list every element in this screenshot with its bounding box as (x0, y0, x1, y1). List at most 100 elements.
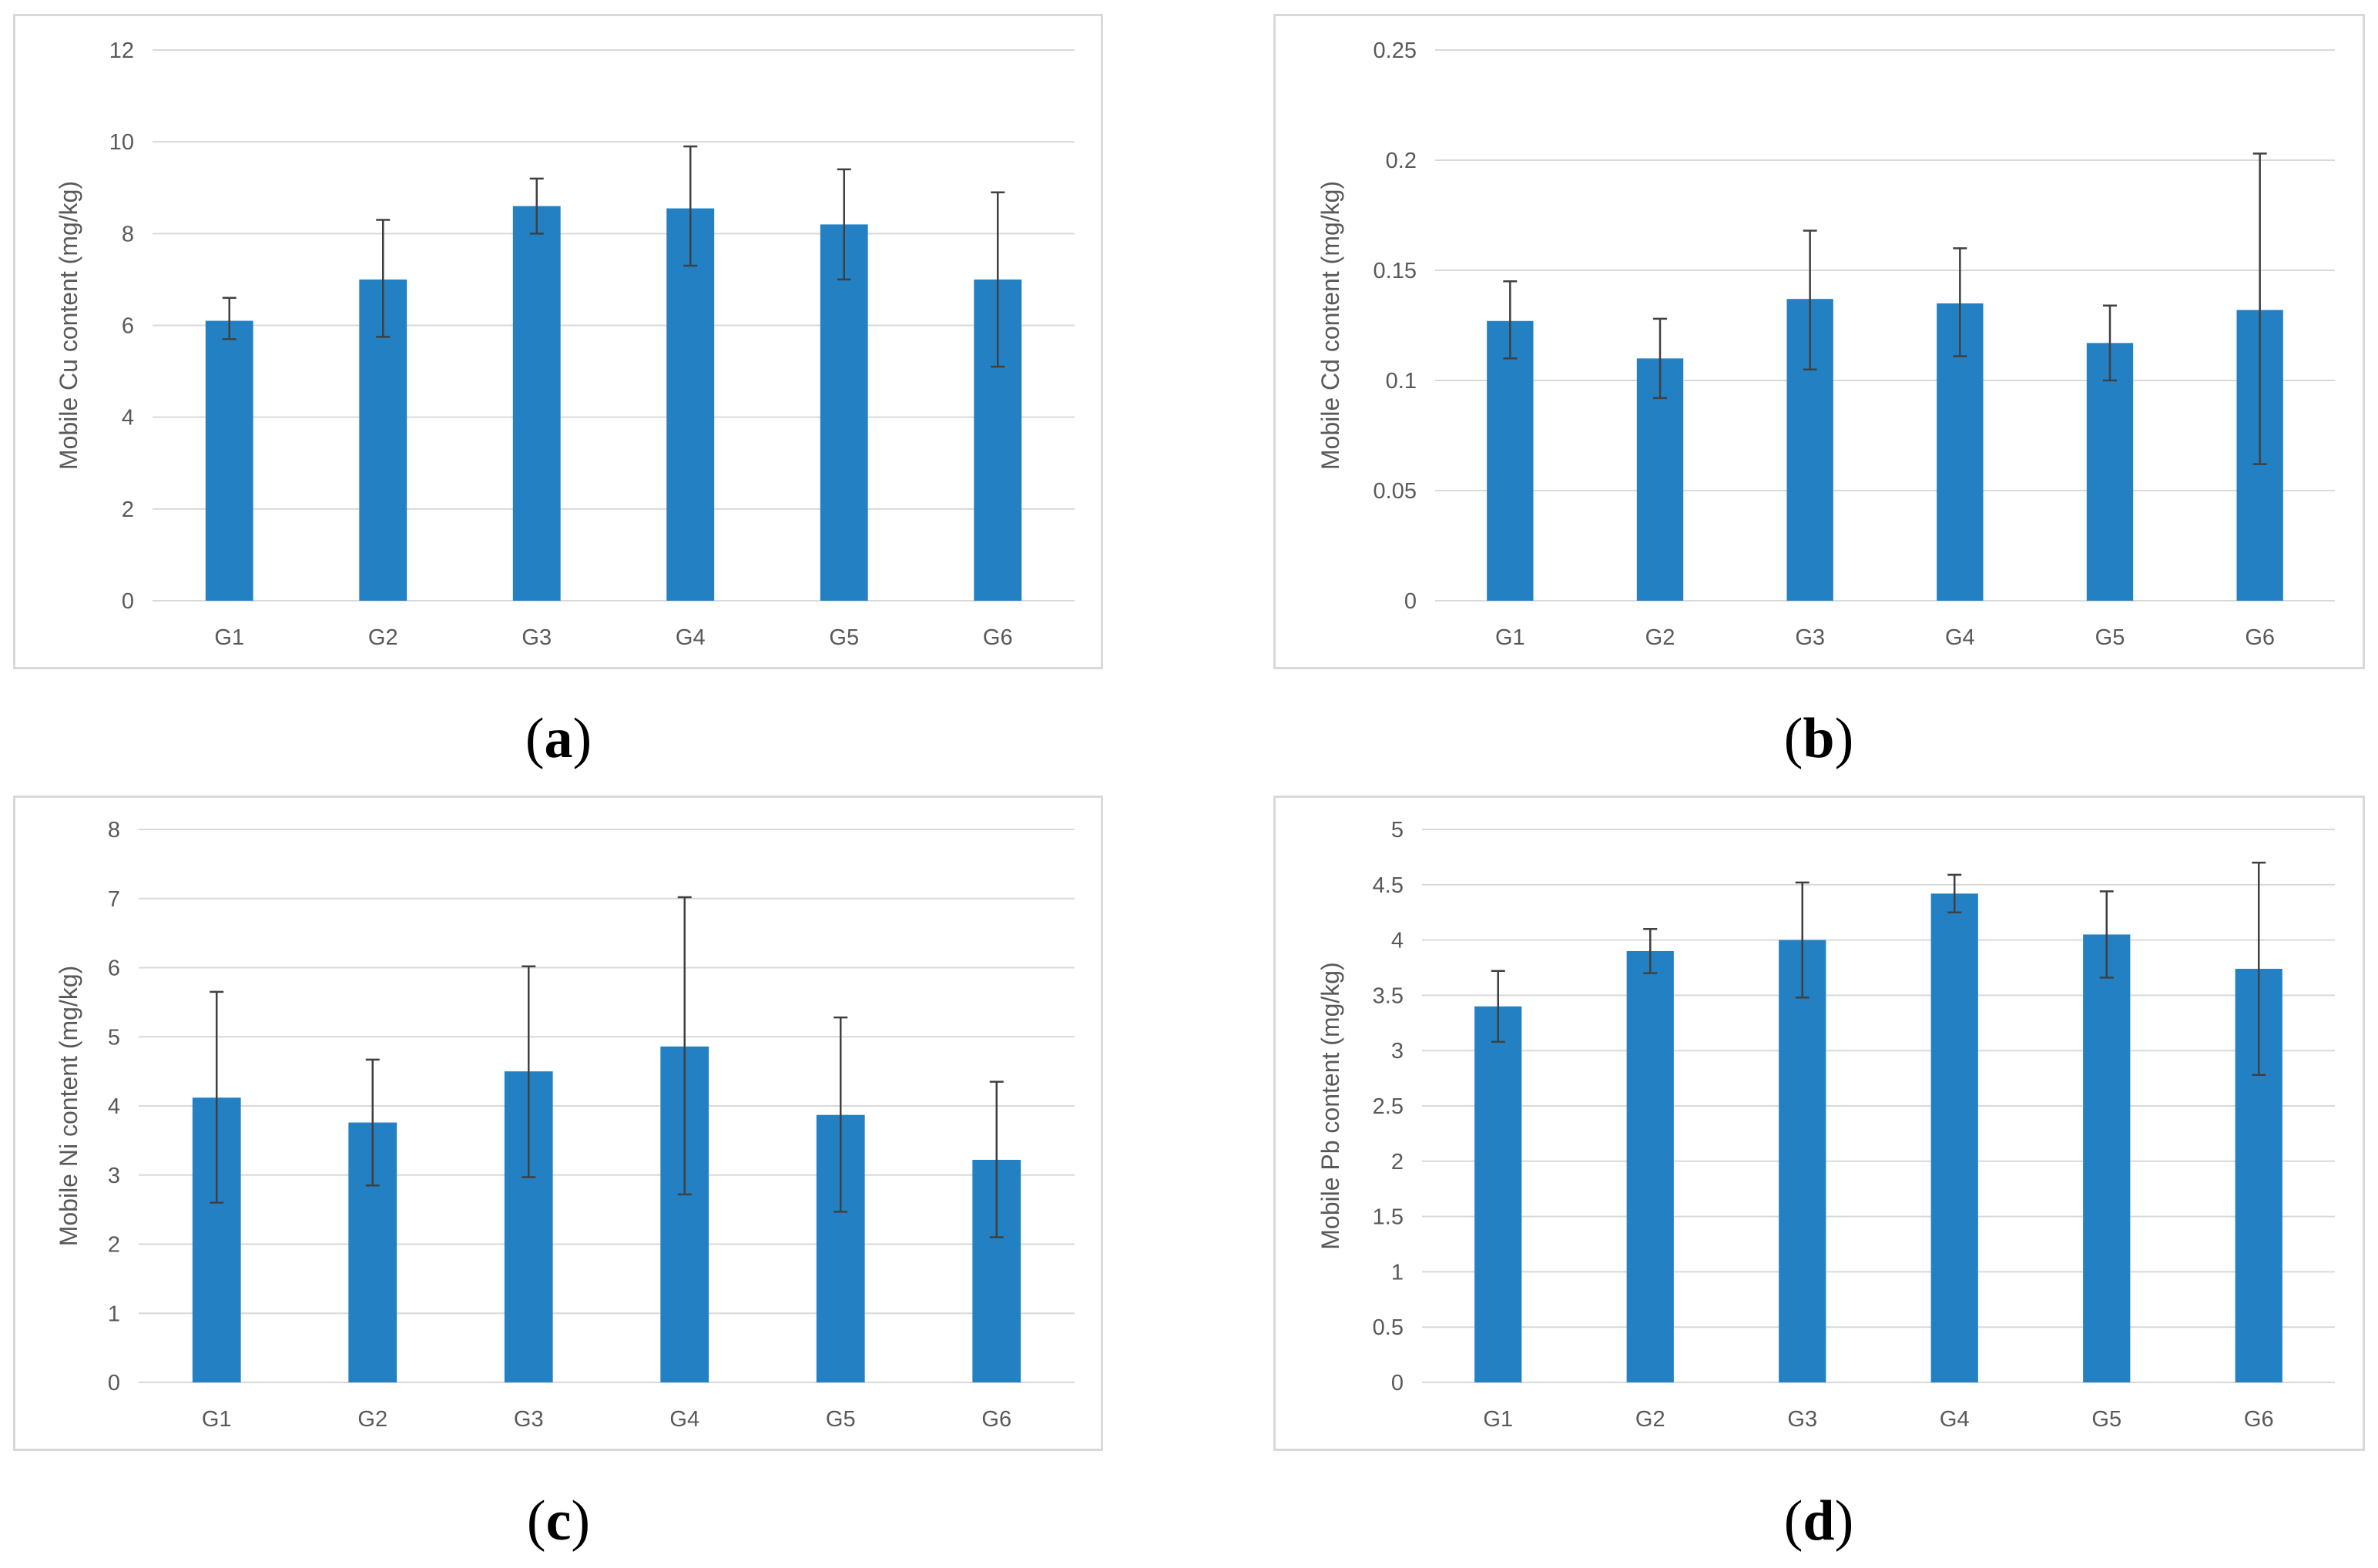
y-tick-label: 3.5 (1373, 983, 1404, 1008)
x-tick-label: G6 (2245, 625, 2275, 650)
bar-g2 (1626, 950, 1674, 1382)
y-tick-label: 0 (108, 1371, 120, 1395)
y-tick-label: 2 (122, 498, 134, 522)
caption-d-letter: d (1803, 1489, 1835, 1553)
x-tick-label: G4 (1940, 1407, 1970, 1432)
error-bar-g1 (210, 990, 224, 1204)
y-tick-label: 0 (122, 589, 134, 614)
bar-g1 (205, 320, 253, 601)
x-tick-label: G3 (514, 1407, 544, 1432)
y-tick-label: 2 (108, 1233, 120, 1258)
bar-g1 (1474, 1006, 1522, 1382)
error-bar-g4 (677, 896, 692, 1196)
error-bar-g3 (1803, 230, 1817, 370)
x-tick-label: G1 (202, 1407, 232, 1432)
bar-g1 (1487, 320, 1534, 601)
chart-panel-c: 0 1 2 3 4 5 6 7 8 G1 G2 G3 G4 G5 G6 Mobile Ni content (… (13, 796, 1103, 1451)
caption-b-letter: b (1803, 707, 1835, 770)
error-bar-g5 (2099, 890, 2114, 979)
caption-c: (c) (526, 1489, 591, 1553)
y-tick-label: 5 (1391, 818, 1404, 843)
chart-c-svg: 0 1 2 3 4 5 6 7 8 G1 G2 G3 G4 G5 G6 Mobile Ni content (… (55, 818, 1075, 1432)
error-bar-g2 (1643, 927, 1658, 974)
x-tick-label: G1 (1483, 1407, 1513, 1432)
y-tick-label: 10 (109, 130, 134, 155)
y-tick-label: 1 (1391, 1260, 1404, 1285)
error-bar-g6 (989, 1081, 1004, 1238)
error-bar-g4 (1947, 873, 1962, 913)
x-tick-label: G3 (1787, 1407, 1817, 1432)
y-tick-label: 3 (1391, 1039, 1404, 1064)
x-tick-label: G3 (522, 625, 552, 650)
y-tick-label: 2.5 (1373, 1094, 1404, 1119)
chart-panel-a: 0 2 4 6 8 10 12 G1 G2 G3 G4 G5 G6 Mobile Cu content (… (13, 14, 1103, 669)
error-bar-g5 (2103, 304, 2117, 382)
bar-g3 (1779, 940, 1826, 1382)
error-bar-g3 (522, 965, 536, 1178)
y-tick-label: 1.5 (1373, 1205, 1404, 1230)
caption-a-letter: a (544, 707, 573, 770)
y-tick-label: 12 (109, 39, 134, 63)
y-tick-label: 6 (108, 957, 120, 981)
bar-g4 (1930, 893, 1978, 1382)
x-tick-label: G4 (676, 625, 706, 650)
bar-g5 (2086, 343, 2134, 601)
y-axis-title: Mobile Pb content (mg/kg) (1316, 962, 1344, 1250)
y-tick-label: 1 (108, 1302, 120, 1326)
x-tick-label: G5 (2091, 1407, 2121, 1432)
caption-d: (d) (1783, 1489, 1854, 1553)
x-tick-label: G6 (983, 625, 1013, 650)
error-bar-g2 (365, 1058, 380, 1187)
error-bar-g2 (376, 219, 391, 338)
y-tick-label: 8 (108, 818, 120, 843)
chart-panel-b: 0 0.05 0.1 0.15 0.2 0.25 G1 G2 G3 G4 G5 G6 Mobile Cd… (1273, 14, 2365, 669)
x-tick-label: G4 (1945, 625, 1975, 650)
y-tick-label: 0 (1404, 589, 1417, 614)
x-tick-label: G4 (669, 1407, 699, 1432)
y-tick-label: 4 (122, 406, 134, 431)
bar-g4 (666, 208, 715, 601)
x-tick-label: G2 (1645, 625, 1675, 650)
y-tick-label: 8 (122, 222, 134, 246)
error-bar-g4 (1953, 247, 1967, 357)
x-tick-label: G6 (2244, 1407, 2274, 1432)
error-bar-g1 (222, 297, 236, 340)
caption-b: (b) (1783, 707, 1854, 770)
caption-c-letter: c (545, 1489, 572, 1553)
y-tick-label: 0.1 (1386, 369, 1417, 394)
error-bar-g6 (2252, 861, 2266, 1077)
x-tick-label: G6 (981, 1407, 1011, 1432)
x-tick-label: G2 (1635, 1407, 1665, 1432)
y-axis-title: Mobile Cu content (mg/kg) (55, 181, 82, 470)
y-tick-label: 5 (108, 1025, 120, 1050)
x-tick-label: G2 (368, 625, 398, 650)
x-tick-label: G5 (826, 1407, 856, 1432)
y-tick-label: 3 (108, 1164, 120, 1188)
chart-d-svg: 0 0.5 1 1.5 2 2.5 3 3.5 4 4.5 5 G1 G2 G3 G4 G5 G6 Mobile … (1316, 818, 2335, 1432)
error-bar-g3 (529, 177, 544, 235)
error-bar-g6 (2252, 152, 2267, 465)
bar-g5 (820, 224, 868, 601)
x-tick-label: G1 (1495, 625, 1525, 650)
y-tick-label: 0.5 (1373, 1315, 1404, 1340)
y-axis-title: Mobile Cd content (mg/kg) (1316, 181, 1344, 470)
x-tick-label: G5 (829, 625, 859, 650)
y-tick-label: 0.05 (1373, 479, 1417, 504)
y-axis-title: Mobile Ni content (mg/kg) (55, 966, 82, 1247)
x-tick-label: G1 (214, 625, 244, 650)
error-bar-g3 (1795, 881, 1809, 999)
bar-g5 (2083, 934, 2131, 1382)
y-tick-label: 7 (108, 887, 120, 912)
x-tick-label: G2 (357, 1407, 387, 1432)
chart-panel-d: 0 0.5 1 1.5 2 2.5 3 3.5 4 4.5 5 G1 G2 G3 G4 G5 G6 Mobile … (1273, 796, 2365, 1451)
error-bar-g5 (837, 168, 851, 281)
y-tick-label: 4.5 (1373, 873, 1404, 898)
chart-b-svg: 0 0.05 0.1 0.15 0.2 0.25 G1 G2 G3 G4 G5 G6 Mobile Cd… (1316, 39, 2335, 650)
y-tick-label: 0.2 (1386, 149, 1417, 173)
error-bar-g4 (683, 145, 698, 267)
x-tick-label: G3 (1795, 625, 1825, 650)
error-bar-g5 (833, 1016, 848, 1213)
y-tick-label: 4 (108, 1094, 120, 1119)
error-bar-g1 (1491, 970, 1505, 1043)
x-tick-label: G5 (2095, 625, 2125, 650)
